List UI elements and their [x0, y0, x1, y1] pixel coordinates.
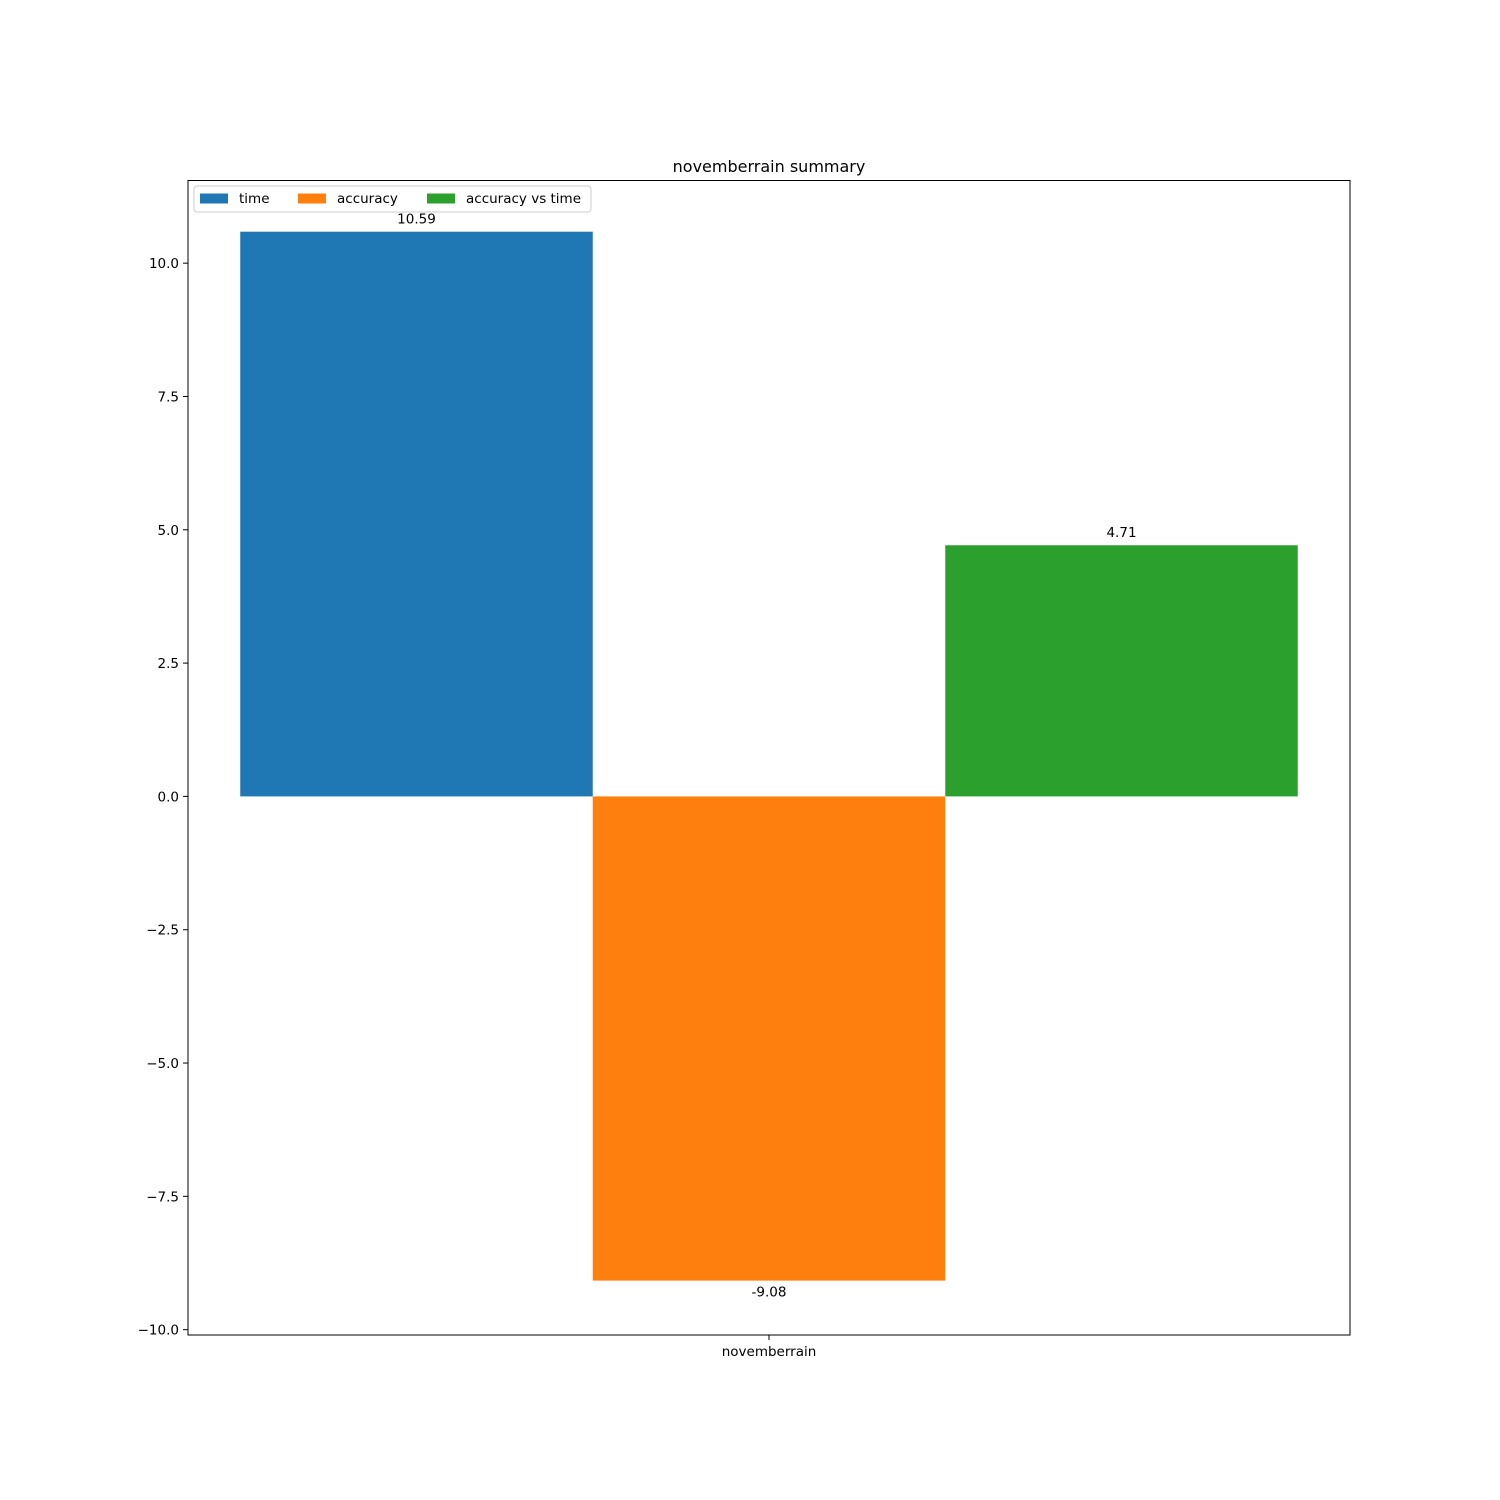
bar-time: [240, 231, 593, 797]
data-label-time: 10.59: [397, 212, 436, 228]
y-tick-label: 10.0: [149, 256, 179, 272]
y-tick-label: 5.0: [158, 523, 179, 539]
legend-swatch-time: [200, 193, 228, 204]
y-tick-label: −2.5: [146, 923, 179, 939]
y-tick-label: −10.0: [138, 1323, 179, 1339]
y-tick-label: 7.5: [158, 389, 179, 405]
data-label-accuracy: -9.08: [752, 1285, 787, 1301]
legend: time accuracy accuracy vs time: [193, 185, 592, 213]
legend-swatch-accuracy-vs-time: [427, 193, 455, 204]
bar-accuracy-vs-time: [945, 545, 1298, 797]
legend-label-time: time: [239, 191, 270, 207]
y-tick-label: 0.0: [158, 789, 179, 805]
y-tick-label: 2.5: [158, 656, 179, 672]
data-label-accuracy-vs-time: 4.71: [1106, 525, 1136, 541]
chart-title: novemberrain summary: [673, 157, 866, 176]
y-tick-label: −5.0: [146, 1056, 179, 1072]
data-labels-layer: 10.59 -9.08 4.71: [397, 212, 1136, 1301]
bars-layer: [240, 231, 1298, 1281]
x-axis: novemberrain: [722, 1335, 817, 1360]
legend-label-accuracy: accuracy: [337, 191, 398, 207]
legend-swatch-accuracy: [298, 193, 326, 204]
x-tick-label: novemberrain: [722, 1344, 817, 1360]
legend-box: [193, 185, 592, 213]
bar-accuracy: [592, 796, 946, 1281]
plot-frame: [187, 180, 1351, 1336]
y-tick-label: −7.5: [146, 1189, 179, 1205]
legend-label-accuracy-vs-time: accuracy vs time: [466, 191, 581, 207]
y-axis: 10.0 7.5 5.0 2.5 0.0 −2.5 −5.0 −7.5 −10.0: [138, 256, 188, 1339]
